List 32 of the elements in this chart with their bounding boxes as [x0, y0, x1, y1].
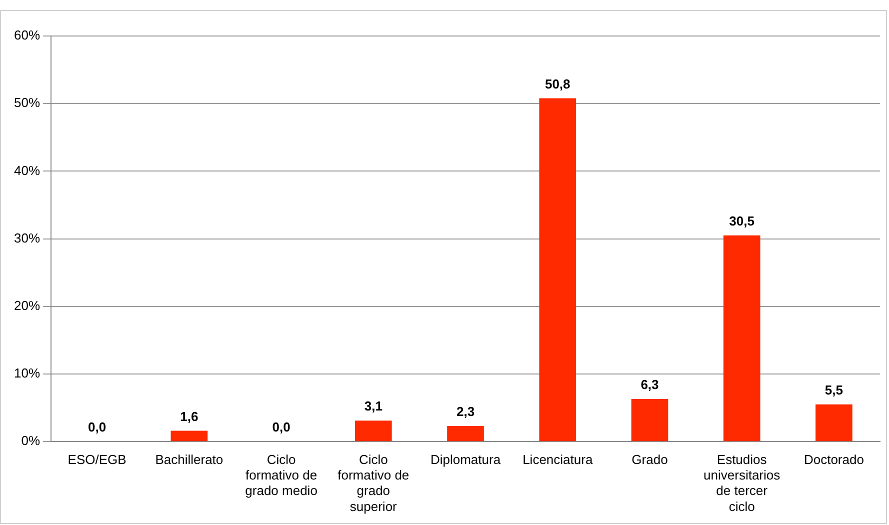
bar — [447, 426, 484, 442]
data-label: 2,3 — [456, 404, 475, 420]
data-label: 0,0 — [88, 420, 106, 435]
y-tick-label: 0% — [21, 433, 40, 448]
bar — [816, 404, 852, 442]
y-tick-label: 60% — [14, 28, 40, 43]
data-label: 5,5 — [824, 382, 843, 398]
x-tick-label: Licenciatura — [522, 452, 594, 467]
bar — [354, 420, 392, 442]
y-tick-label: 50% — [14, 95, 40, 110]
bar — [539, 98, 576, 442]
data-label: 3,1 — [364, 398, 382, 414]
x-tick-label: Bachillerato — [155, 452, 224, 467]
data-label: 1,6 — [180, 408, 198, 424]
data-label: 0,0 — [272, 420, 290, 435]
bar — [631, 399, 668, 442]
x-tick-label: Ciclo formativo de grado medio — [245, 452, 318, 498]
data-label: 30,5 — [729, 214, 754, 228]
y-tick-label: 30% — [14, 230, 40, 246]
bar — [723, 235, 760, 442]
bar — [170, 430, 208, 442]
x-tick-label: Ciclo formativo de grado superior — [338, 452, 410, 514]
x-tick-label: Diplomatura — [430, 452, 502, 467]
x-tick-label: Grado — [632, 452, 668, 467]
y-tick-label: 40% — [14, 162, 40, 178]
x-tick-label: Estudios universitarios de tercer ciclo — [704, 452, 781, 514]
x-tick-label: Doctorado — [804, 452, 864, 467]
y-tick-label: 10% — [14, 366, 40, 381]
data-label: 6,3 — [640, 377, 659, 392]
y-tick-label: 20% — [14, 298, 40, 313]
x-tick-label: ESO/EGB — [68, 452, 126, 467]
data-label: 50,8 — [544, 76, 570, 92]
